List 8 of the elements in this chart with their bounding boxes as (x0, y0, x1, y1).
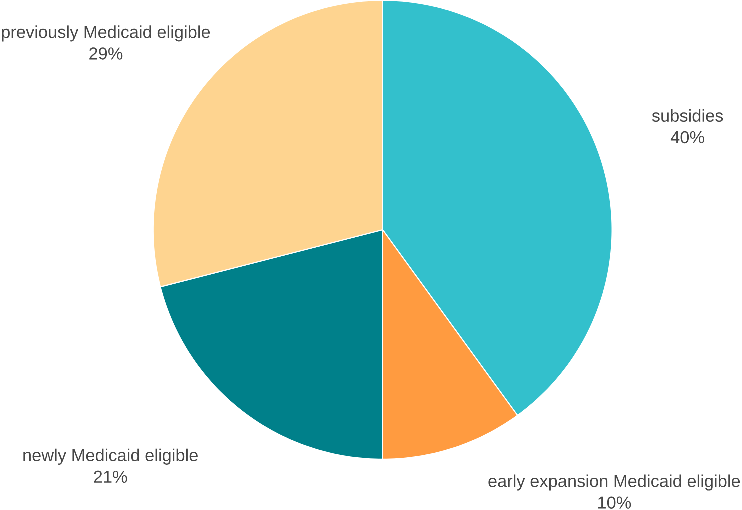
slice-label: previously Medicaid eligible (2, 26, 210, 42)
slice-label: newly Medicaid eligible (24, 448, 198, 465)
data-label: 29% (90, 48, 123, 60)
slice-label: subsidies (652, 109, 724, 122)
data-label: 40% (670, 131, 704, 144)
data-label: 10% (598, 496, 632, 509)
slice-label: early expansion Medicaid eligible (488, 474, 740, 491)
data-label: 21% (94, 470, 128, 484)
